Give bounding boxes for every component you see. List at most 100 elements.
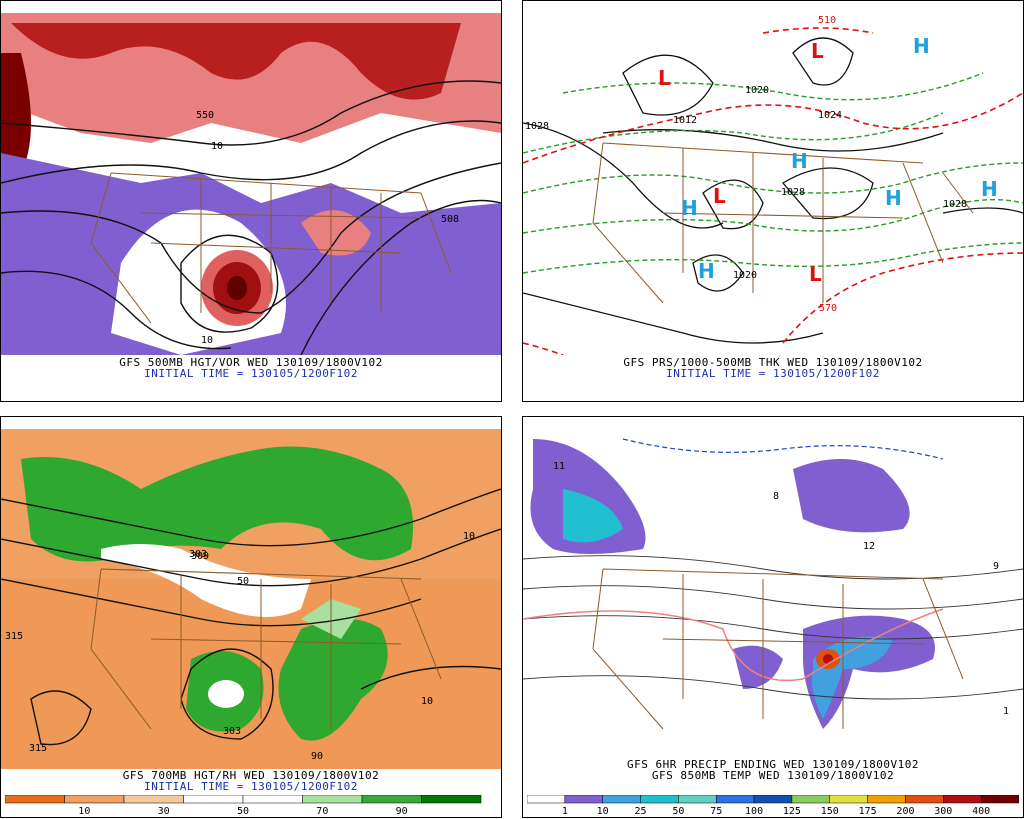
- colorbar-swatch: [980, 795, 1019, 804]
- colorbar-swatch: [527, 795, 566, 804]
- high-pressure-label: H: [791, 149, 808, 173]
- colorbar-label: 150: [821, 806, 839, 815]
- precip-area-north: [793, 459, 910, 533]
- contour-label: 10: [211, 141, 223, 152]
- map-pressure: L L L L H H H H H H 1012 1020 1028 1028 …: [523, 13, 1023, 355]
- colorbar-swatch: [715, 795, 755, 804]
- panel-pressure-thickness: L L L L H H H H H H 1012 1020 1028 1028 …: [522, 0, 1024, 402]
- colorbar-swatch: [361, 795, 422, 804]
- initial-time: INITIAL TIME = 130105/1200F102: [144, 780, 358, 793]
- precip-colorbar: 1 10 25 50 75 100 125 150 175 200 300 400: [527, 795, 1019, 815]
- colorbar-swatch: [943, 795, 982, 804]
- cold-contours: [622, 438, 944, 460]
- low-pressure-label: L: [658, 66, 671, 90]
- initial-time: INITIAL TIME = 130105/1200F102: [666, 367, 880, 380]
- high-pressure-label: H: [681, 196, 698, 220]
- colorbar-swatch: [564, 795, 603, 804]
- colorbar-swatch: [640, 795, 679, 804]
- contour-label: 10: [421, 696, 433, 707]
- vort-peak: [227, 276, 247, 300]
- contour-label: 550: [196, 110, 214, 121]
- panel-caption: GFS 700MB HGT/RH WED 130109/1800V102: [122, 769, 380, 782]
- low-pressure-label: L: [809, 262, 822, 286]
- colorbar-label: 175: [859, 806, 877, 815]
- thickness-label: 570: [819, 303, 837, 314]
- high-pressure-label: H: [913, 34, 930, 58]
- initial-time: INITIAL TIME = 130105/1200F102: [144, 367, 358, 380]
- panel-caption-secondary: GFS 850MB TEMP WED 130109/1800V102: [651, 769, 895, 782]
- dry-slot: [208, 680, 244, 708]
- panel-caption: GFS 6HR PRECIP ENDING WED 130109/1800V10…: [626, 758, 920, 771]
- high-pressure-label: H: [981, 177, 998, 201]
- colorbar-label: 400: [972, 806, 990, 815]
- panel-500mb-vorticity: 550 10 10 508 GFS 500MB HGT/VOR WED 1301…: [0, 0, 502, 402]
- state-borders: [90, 172, 452, 324]
- colorbar-swatch: [421, 795, 482, 804]
- colorbar-swatch: [867, 795, 906, 804]
- contour-label: 315: [5, 631, 23, 642]
- isobar-label: 1024: [818, 110, 842, 121]
- isobar-label: 1012: [673, 115, 697, 126]
- map-500mb: 550 10 10 508: [1, 13, 501, 355]
- contour-label: 508: [441, 214, 459, 225]
- moist-region-east: [278, 619, 388, 741]
- state-borders: [90, 568, 442, 730]
- contour-label: 90: [311, 751, 323, 762]
- state-borders: [592, 142, 974, 304]
- panel-caption: GFS PRS/1000-500MB THK WED 130109/1800V1…: [623, 356, 923, 369]
- moist-region-north: [21, 446, 413, 562]
- colorbar-label: 300: [934, 806, 952, 815]
- colorbar-label: 90: [396, 806, 408, 815]
- contour-label: 303: [223, 726, 241, 737]
- contour-label: 8: [773, 491, 779, 502]
- colorbar-label: 75: [710, 806, 722, 815]
- colorbar-swatch: [123, 795, 184, 804]
- low-pressure-label: L: [811, 39, 824, 63]
- contour-label: 1: [1003, 706, 1009, 717]
- contour-label: 9: [993, 561, 999, 572]
- thickness-label: 510: [818, 15, 836, 26]
- isobar-label: 1028: [781, 187, 805, 198]
- colorbar-swatch: [905, 795, 944, 804]
- high-pressure-label: H: [698, 259, 715, 283]
- panel-700mb-rh: 315 303 309 50 90 10 315 303 10 GFS 700M…: [0, 416, 502, 818]
- colorbar-label: 10: [78, 806, 90, 815]
- colorbar-label: 30: [158, 806, 170, 815]
- contour-label: 315: [29, 743, 47, 754]
- colorbar-swatch: [242, 795, 303, 804]
- panel-caption: GFS 500MB HGT/VOR WED 130109/1800V102: [119, 356, 383, 369]
- colorbar-label: 25: [635, 806, 647, 815]
- colorbar-label: 1: [562, 806, 568, 815]
- contour-label: 10: [463, 531, 475, 542]
- map-700mb: 315 303 309 50 90 10 315 303 10: [1, 429, 501, 769]
- colorbar-swatch: [302, 795, 363, 804]
- freezing-thickness: [523, 27, 1023, 355]
- isobar-label: 1020: [745, 85, 769, 96]
- high-pressure-label: H: [885, 186, 902, 210]
- isobars: [523, 37, 1023, 344]
- panel-precip: 11 9 12 8 1 GFS 6HR PRECIP ENDING WED 13…: [522, 416, 1024, 818]
- height-contours: [1, 488, 501, 746]
- map-precip: 11 9 12 8 1: [523, 429, 1023, 757]
- colorbar-swatch: [829, 795, 868, 804]
- freezing-line: [523, 608, 944, 682]
- colorbar-label: 200: [896, 806, 914, 815]
- colorbar-swatch: [5, 795, 65, 804]
- contour-label: 303: [189, 549, 207, 560]
- precip-heavier-nw: [563, 489, 623, 543]
- isobar-label: 1020: [733, 270, 757, 281]
- colorbar-swatch: [791, 795, 831, 804]
- isobar-label: 1028: [943, 199, 967, 210]
- colorbar-label: 100: [745, 806, 763, 815]
- thickness-lines: [523, 72, 1023, 274]
- colorbar-swatch: [64, 795, 125, 804]
- contour-label: 12: [863, 541, 875, 552]
- colorbar-swatch: [602, 795, 641, 804]
- colorbar-label: 10: [597, 806, 609, 815]
- contour-label: 50: [237, 576, 249, 587]
- colorbar-label: 50: [237, 806, 249, 815]
- height-contours: [1, 80, 501, 355]
- colorbar-label: 70: [316, 806, 328, 815]
- colorbar-label: 50: [672, 806, 684, 815]
- rh-colorbar: 10 30 50 70 90: [5, 795, 482, 815]
